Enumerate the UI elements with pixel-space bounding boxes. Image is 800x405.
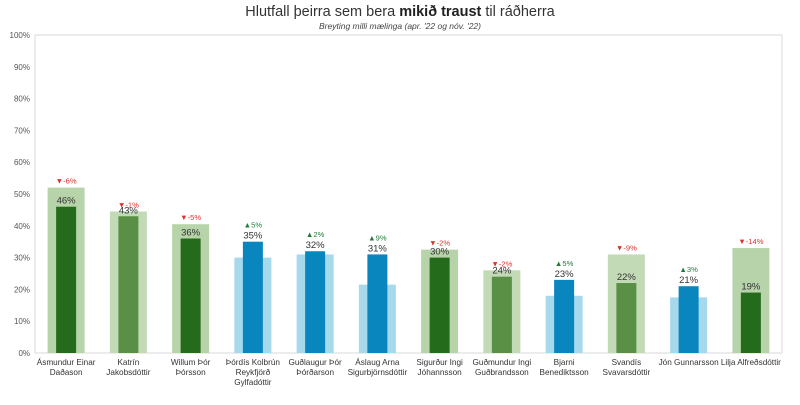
x-tick-label-line: Jóhannsson xyxy=(418,368,463,377)
chart-title: Hlutfall þeirra sem bera mikið traust ti… xyxy=(0,4,800,20)
y-tick-label: 60% xyxy=(14,158,30,167)
change-label: ▼-5% xyxy=(180,213,201,222)
bar-current xyxy=(491,276,512,353)
x-tick-label-line: Sigurbjörnsdóttir xyxy=(348,368,408,377)
plot-area xyxy=(34,34,783,354)
bar-current xyxy=(429,257,450,353)
x-tick-label: Guðlaugur Þór Þórðarson xyxy=(288,357,342,377)
x-tick-label-line: Guðmundur Ingi xyxy=(473,357,532,367)
data-label: 31% xyxy=(368,243,388,254)
x-tick-label-line: Bjarni xyxy=(554,358,575,367)
y-tick-label: 10% xyxy=(14,317,30,326)
change-label: ▲5% xyxy=(244,221,263,230)
change-label: ▼-14% xyxy=(738,237,763,246)
bar-current xyxy=(554,279,575,353)
y-tick-label: 0% xyxy=(18,349,30,358)
bar-current xyxy=(305,251,326,353)
x-tick-label-line: Þórdís Kolbrún xyxy=(226,358,281,367)
x-tick-label: Þórdís Kolbrún Reykfjörð Gylfadóttir xyxy=(226,358,281,387)
data-label: 46% xyxy=(57,196,77,207)
bar-current xyxy=(56,206,77,353)
data-label: 35% xyxy=(243,231,263,242)
x-tick-label-line: Jón Gunnarsson xyxy=(659,358,720,367)
bar-current xyxy=(242,241,263,353)
x-tick-label-line: Áslaug Arna xyxy=(355,357,400,367)
y-tick-label: 80% xyxy=(14,95,30,104)
y-tick-label: 90% xyxy=(14,63,30,72)
x-tick-label-line: Svandís xyxy=(612,358,642,367)
bar-current xyxy=(616,283,637,353)
bar-current xyxy=(367,254,388,353)
x-tick-label-line: Þórðarson xyxy=(296,367,334,377)
y-tick-label: 30% xyxy=(14,254,30,263)
data-label: 23% xyxy=(555,269,575,280)
data-label: 19% xyxy=(741,282,761,293)
x-tick-label-line: Daðason xyxy=(50,367,83,377)
x-tick-label: Guðmundur Ingi Guðbrandsson xyxy=(473,357,532,377)
bar-current xyxy=(740,292,761,353)
x-tick-label: Jón Gunnarsson xyxy=(659,358,720,367)
data-label: 32% xyxy=(306,240,326,251)
y-tick-label: 70% xyxy=(14,126,30,135)
x-tick-label: Willum Þór Þórsson xyxy=(171,358,211,377)
bar-current xyxy=(180,238,201,353)
data-label: 22% xyxy=(617,272,637,283)
x-tick-label-line: Gylfadóttir xyxy=(234,378,272,387)
change-label: ▲2% xyxy=(306,230,325,239)
x-tick-label: Katrín Jakobsdóttir xyxy=(106,358,150,377)
x-tick-label-line: Ásmundur Einar xyxy=(37,357,96,367)
x-tick-label-line: Lilja Alfreðsdóttir xyxy=(721,357,781,367)
y-tick-label: 100% xyxy=(10,31,30,40)
y-tick-label: 40% xyxy=(14,222,30,231)
title-pre: Hlutfall þeirra sem bera xyxy=(245,4,400,20)
title-post: til ráðherra xyxy=(481,4,555,20)
x-tick-label: Áslaug Arna Sigurbjörnsdóttir xyxy=(348,357,408,377)
bar-current xyxy=(678,286,699,353)
bar-current xyxy=(118,216,139,353)
change-label: ▲9% xyxy=(368,233,387,242)
x-tick-label-line: Reykfjörð xyxy=(236,367,271,377)
change-label: ▼-9% xyxy=(616,243,637,252)
change-label: ▼-6% xyxy=(56,177,77,186)
x-tick-label: Svandís Svavarsdóttir xyxy=(602,358,650,377)
y-tick-label: 50% xyxy=(14,190,30,199)
x-tick-label-line: Þórsson xyxy=(176,368,206,377)
x-tick-label-line: Katrín xyxy=(117,358,139,367)
change-label: ▼-2% xyxy=(491,259,512,268)
x-tick-label-line: Guðlaugur Þór xyxy=(288,357,342,367)
x-tick-label: Sigurður Ingi Jóhannsson xyxy=(416,357,463,377)
data-label: 30% xyxy=(430,247,450,258)
x-tick-label-line: Jakobsdóttir xyxy=(106,368,150,377)
title-bold: mikið traust xyxy=(399,4,482,20)
x-tick-label-line: Svavarsdóttir xyxy=(602,368,650,377)
x-tick-label-line: Guðbrandsson xyxy=(475,367,529,377)
x-tick-label-line: Willum Þór xyxy=(171,358,211,367)
change-label: ▼-1% xyxy=(118,200,139,209)
x-tick-label-line: Sigurður Ingi xyxy=(416,357,463,367)
y-tick-label: 20% xyxy=(14,285,30,294)
data-label: 21% xyxy=(679,275,699,286)
data-label: 36% xyxy=(181,228,201,239)
change-label: ▲3% xyxy=(679,265,698,274)
data-label: 24% xyxy=(492,266,512,277)
data-label: 43% xyxy=(119,205,139,216)
x-tick-label: Bjarni Benediktsson xyxy=(540,358,590,377)
change-label: ▼-2% xyxy=(429,239,450,248)
x-tick-label-line: Benediktsson xyxy=(540,368,590,377)
x-tick-label: Lilja Alfreðsdóttir xyxy=(721,357,781,367)
change-label: ▲5% xyxy=(555,259,574,268)
x-tick-label: Ásmundur Einar Daðason xyxy=(37,357,96,377)
chart-subtitle: Breyting milli mælinga (apr. '22 og nóv.… xyxy=(319,21,481,31)
